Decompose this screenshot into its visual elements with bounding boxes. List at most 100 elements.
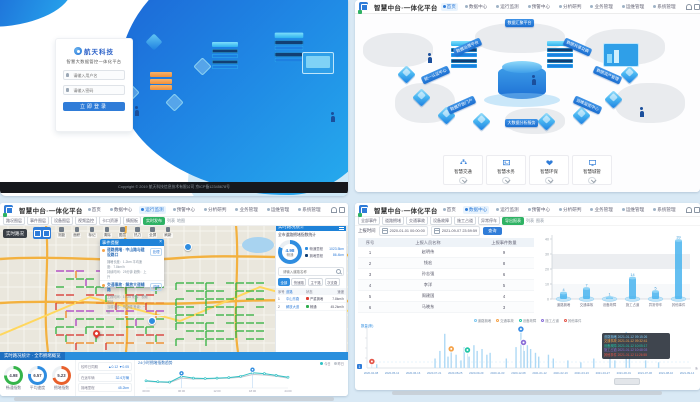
table-row[interactable]: 3 孙志强 6 — [358, 269, 534, 280]
nav-item-0[interactable]: 首页 — [86, 206, 103, 214]
filter-tab-2[interactable]: 交通事故 — [406, 216, 428, 225]
map-tool-5[interactable]: 热力 — [132, 227, 143, 238]
map-tool-0[interactable]: 测距 — [57, 227, 67, 238]
app-card-0[interactable]: 智慧交通 — [443, 155, 483, 185]
view-tab-1[interactable]: 地图 — [177, 217, 185, 223]
layer-tab-1[interactable]: 事件图层 — [27, 216, 49, 225]
nav-item-0[interactable]: 首页 — [440, 2, 458, 11]
nav-item-4[interactable]: 分析研判 — [557, 206, 583, 214]
event-title[interactable]: 交通事故 · 解放大道辅路 — [107, 283, 145, 292]
layer-tab-5[interactable]: 情报板 — [123, 216, 141, 225]
nav-item-0[interactable]: 首页 — [441, 206, 458, 214]
bell-icon[interactable] — [685, 206, 692, 213]
table-row[interactable]: 1 中山东路 严重拥堵 7.8km/h — [276, 296, 346, 303]
chevron-down-icon[interactable] — [588, 176, 596, 184]
nav-item-7[interactable]: 系统管理 — [296, 206, 322, 214]
timeline-legend-3[interactable]: 施工占道 — [541, 318, 559, 323]
chevron-down-icon[interactable] — [459, 176, 467, 184]
nav-item-5[interactable]: 业务管理 — [233, 206, 259, 214]
table-row[interactable]: 2 钱宏 8 — [358, 258, 534, 269]
nav-item-3[interactable]: 预警中心 — [526, 206, 552, 214]
map-tool-3[interactable]: 清除 — [102, 227, 112, 238]
menu-icon[interactable] — [339, 226, 344, 228]
map-tool-7[interactable]: 刷新 — [163, 227, 173, 238]
table-row[interactable]: 5 周建国 4 — [358, 291, 534, 302]
nav-item-4[interactable]: 分析研判 — [557, 3, 583, 11]
bell-icon[interactable] — [330, 206, 337, 213]
export-button[interactable]: 导出报表 — [502, 216, 524, 225]
fullscreen-icon[interactable] — [693, 206, 700, 213]
nav-item-7[interactable]: 系统管理 — [651, 3, 677, 11]
map-tool-4[interactable]: 图层 — [117, 227, 127, 238]
map-tool-6[interactable]: 全屏 — [148, 227, 158, 238]
login-button[interactable]: 立即登录 — [63, 102, 125, 111]
map-tool-1[interactable]: 面积 — [72, 227, 82, 238]
filter-tab-0[interactable]: 全部事件 — [358, 216, 380, 225]
view-tab-0[interactable]: 列表 — [167, 217, 175, 223]
timeline-legend-4[interactable]: 其他事件 — [563, 318, 581, 323]
nav-item-5[interactable]: 业务管理 — [588, 3, 614, 11]
nav-item-6[interactable]: 运维管理 — [265, 206, 291, 214]
view-link-1[interactable]: 图表 — [536, 217, 544, 223]
app-card-1[interactable]: 智慧水务 — [486, 155, 526, 185]
road-tab-1[interactable]: 快速路 — [291, 278, 307, 286]
layer-tab-2[interactable]: 设备图层 — [51, 216, 73, 225]
nav-item-5[interactable]: 业务管理 — [588, 206, 614, 214]
query-button[interactable]: 查询 — [483, 226, 502, 235]
filter-tab-3[interactable]: 设备故障 — [430, 216, 452, 225]
live-traffic-button[interactable]: 实时路况 — [3, 229, 27, 238]
app-card-2[interactable]: 智慧环保 — [529, 155, 569, 185]
nav-item-2[interactable]: 运行监测 — [494, 206, 520, 214]
nav-item-3[interactable]: 预警中心 — [171, 206, 197, 214]
event-title[interactable]: 道路拥堵 · 中山路与建设路口 — [107, 248, 145, 257]
car-icon[interactable] — [43, 229, 50, 237]
chevron-down-icon[interactable] — [545, 176, 553, 184]
chevron-down-icon[interactable] — [502, 176, 510, 184]
device-marker[interactable] — [148, 317, 156, 325]
map-mode-buttons[interactable] — [33, 227, 51, 239]
timeline-legend-0[interactable]: 道路拥堵 — [473, 318, 491, 323]
timeline-legend-1[interactable]: 交通事故 — [496, 318, 514, 323]
app-card-3[interactable]: 智慧城管 — [572, 155, 612, 185]
start-date-input[interactable]: 2020-01-01 00:00:00 — [378, 225, 428, 236]
road-search-input[interactable] — [281, 268, 336, 275]
nav-item-2[interactable]: 运行监测 — [494, 3, 520, 11]
table-row[interactable]: 1 赵明伟 9 — [358, 247, 534, 258]
nav-item-1[interactable]: 数据中心 — [462, 205, 490, 214]
nav-item-6[interactable]: 运维管理 — [620, 206, 646, 214]
road-tab-2[interactable]: 主干路 — [307, 278, 324, 286]
table-row[interactable]: 6 马晓东 3 — [358, 302, 534, 313]
fullscreen-icon[interactable] — [693, 3, 700, 10]
nav-item-1[interactable]: 数据中心 — [463, 3, 489, 11]
layer-tab-4[interactable]: 卡口资源 — [99, 216, 121, 225]
table-row[interactable]: 4 李洋 5 — [358, 280, 534, 291]
road-tab-3[interactable]: 次支路 — [324, 278, 340, 286]
nav-item-1[interactable]: 数据中心 — [108, 206, 134, 214]
search-icon[interactable] — [335, 268, 341, 275]
nav-item-2[interactable]: 运行监测 — [139, 205, 166, 214]
map-tool-2[interactable]: 标记 — [87, 227, 97, 238]
view-link-0[interactable]: 列表 — [526, 217, 534, 223]
event-action-button[interactable]: 处理 — [150, 248, 162, 256]
username-input[interactable] — [71, 71, 122, 79]
layer-tab-3[interactable]: 视频监控 — [75, 216, 97, 225]
publish-button[interactable]: 实时发布 — [143, 216, 165, 225]
bus-icon[interactable] — [34, 229, 41, 237]
nav-item-6[interactable]: 运维管理 — [620, 3, 646, 11]
filter-tab-1[interactable]: 道路拥堵 — [382, 216, 404, 225]
road-tab-0[interactable]: 全部 — [278, 278, 290, 286]
filter-tab-5[interactable]: 异常停车 — [478, 216, 500, 225]
password-input[interactable] — [71, 86, 122, 94]
device-marker[interactable] — [184, 243, 192, 251]
bell-icon[interactable] — [685, 3, 692, 10]
table-row[interactable]: 2 解放大道 畅通 45.2km/h — [276, 304, 346, 311]
layer-tab-0[interactable]: 路况图层 — [3, 216, 25, 225]
nav-item-4[interactable]: 分析研判 — [202, 206, 228, 214]
nav-item-7[interactable]: 系统管理 — [651, 206, 677, 214]
nav-item-3[interactable]: 预警中心 — [526, 3, 552, 11]
close-icon[interactable]: × — [159, 239, 162, 245]
timeline-slider-handle[interactable] — [614, 378, 640, 385]
filter-tab-4[interactable]: 施工占道 — [454, 216, 476, 225]
event-action-button[interactable]: 详情 — [150, 283, 162, 291]
timeline-legend-2[interactable]: 设备故障 — [518, 318, 536, 323]
